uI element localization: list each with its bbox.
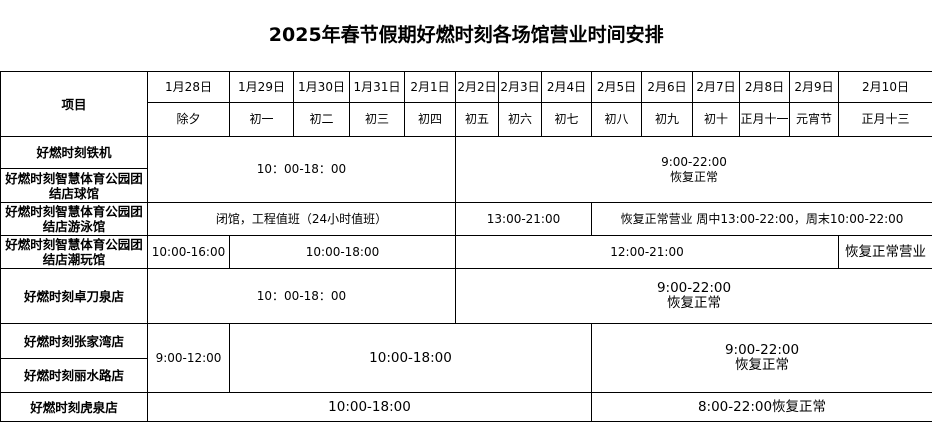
- venue-name: 好燃时刻智慧体育公园团结店潮玩馆: [0, 235, 148, 269]
- hours-cell: 10:00-18:00: [147, 392, 592, 422]
- date-header: 2月3日: [498, 71, 542, 103]
- date-header: 2月6日: [641, 71, 693, 103]
- hours-cell: 8:00-22:00恢复正常: [591, 392, 932, 422]
- lunar-header: 初六: [498, 102, 542, 137]
- date-header: 2月8日: [739, 71, 790, 103]
- hours-cell: 恢复正常营业 周中13:00-22:00，周末10:00-22:00: [591, 202, 932, 236]
- date-header: 2月2日: [455, 71, 499, 103]
- lunar-header: 初二: [293, 102, 350, 137]
- lunar-header: 元宵节: [789, 102, 839, 137]
- date-header: 2月1日: [404, 71, 456, 103]
- hours-cell: 12:00-21:00: [455, 235, 839, 269]
- venue-name: 好燃时刻智慧体育公园团结店游泳馆: [0, 202, 148, 236]
- venue-name: 好燃时刻张家湾店: [0, 323, 148, 359]
- hours-cell: 10:00-18:00: [229, 323, 592, 393]
- date-header: 1月30日: [293, 71, 350, 103]
- venue-name: 好燃时刻丽水路店: [0, 358, 148, 393]
- venue-name: 好燃时刻卓刀泉店: [0, 268, 148, 324]
- lunar-header: 除夕: [147, 102, 230, 137]
- item-header: 项目: [0, 71, 148, 137]
- hours-cell: 10：00-18：00: [147, 136, 456, 203]
- hours-cell: 9:00-22:00 恢复正常: [455, 136, 932, 203]
- page-title: 2025年春节假期好燃时刻各场馆营业时间安排: [0, 0, 932, 72]
- lunar-header: 初七: [541, 102, 592, 137]
- date-header: 2月4日: [541, 71, 592, 103]
- hours-cell: 10:00-16:00: [147, 235, 230, 269]
- venue-name: 好燃时刻铁机: [0, 136, 148, 169]
- lunar-header: 初五: [455, 102, 499, 137]
- date-header: 1月28日: [147, 71, 230, 103]
- date-header: 1月31日: [349, 71, 405, 103]
- lunar-header: 初十: [692, 102, 740, 137]
- hours-cell: 9:00-12:00: [147, 323, 230, 393]
- lunar-header: 正月十一: [739, 102, 790, 137]
- hours-cell: 闭馆，工程值班（24小时值班）: [147, 202, 456, 236]
- date-header: 1月29日: [229, 71, 294, 103]
- date-header: 2月9日: [789, 71, 839, 103]
- hours-cell: 9:00-22:00 恢复正常: [455, 268, 932, 324]
- lunar-header: 初八: [591, 102, 642, 137]
- hours-cell: 10：00-18：00: [147, 268, 456, 324]
- date-header: 2月7日: [692, 71, 740, 103]
- hours-cell: 10:00-18:00: [229, 235, 456, 269]
- lunar-header: 初四: [404, 102, 456, 137]
- venue-name: 好燃时刻智慧体育公园团结店球馆: [0, 168, 148, 203]
- lunar-header: 正月十三: [838, 102, 932, 137]
- lunar-header: 初一: [229, 102, 294, 137]
- hours-cell: 13:00-21:00: [455, 202, 592, 236]
- date-header: 2月5日: [591, 71, 642, 103]
- hours-cell: 恢复正常营业: [838, 235, 932, 269]
- date-header: 2月10日: [838, 71, 932, 103]
- hours-cell: 9:00-22:00 恢复正常: [591, 323, 932, 393]
- lunar-header: 初三: [349, 102, 405, 137]
- lunar-header: 初九: [641, 102, 693, 137]
- venue-name: 好燃时刻虎泉店: [0, 392, 148, 422]
